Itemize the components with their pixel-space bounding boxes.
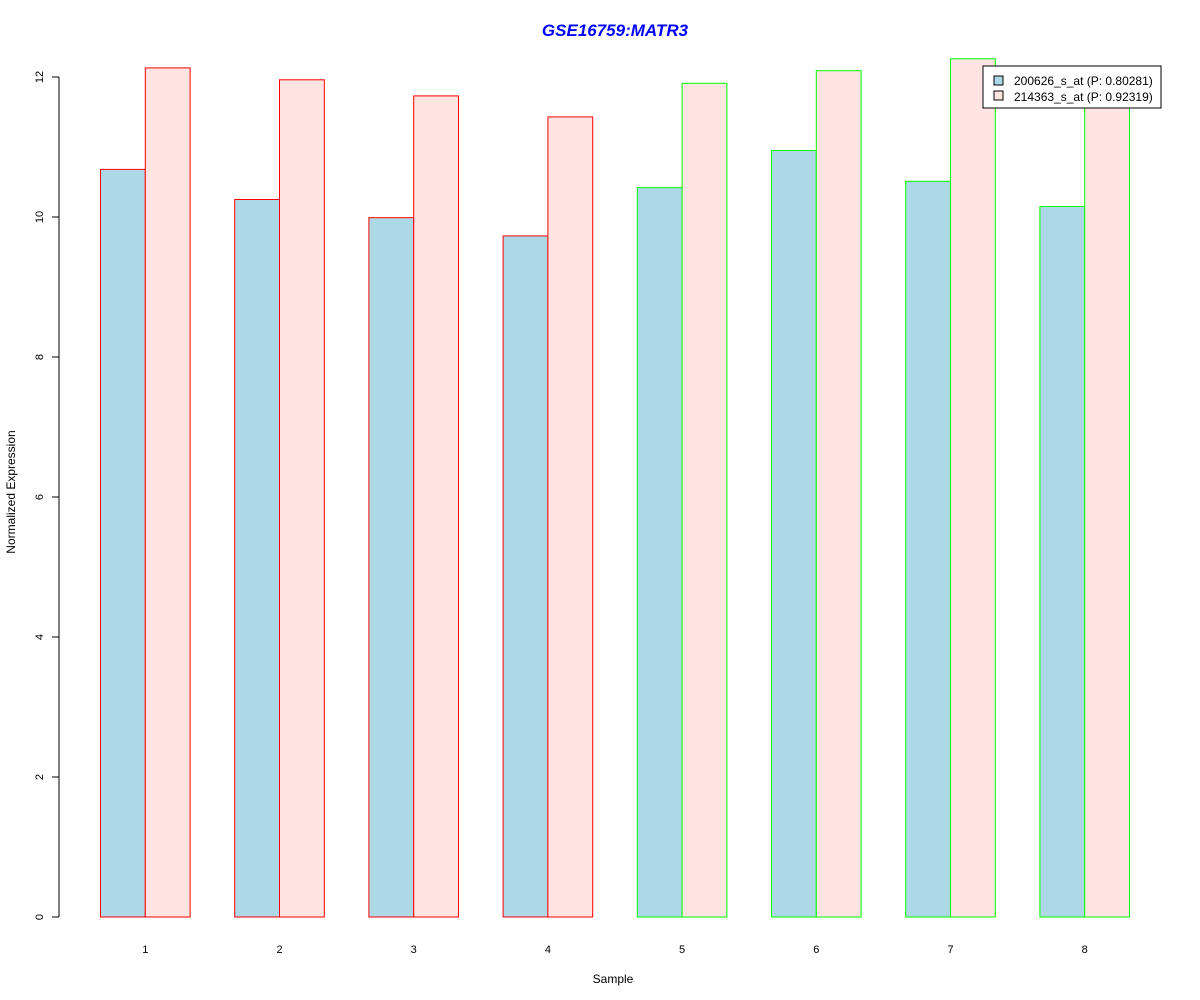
y-tick-label: 8	[34, 354, 46, 360]
bar-sample-3-series-1	[368, 217, 415, 918]
bar-sample-8-series-2	[1084, 81, 1130, 918]
legend-box	[982, 65, 1162, 109]
legend-label-series-1: 200626_s_at (P: 0.80281)	[1014, 74, 1153, 88]
x-tick-label: 6	[813, 944, 819, 956]
y-tick-label: 4	[34, 634, 46, 640]
legend-swatch-series-2	[993, 90, 1004, 101]
y-tick-label: 10	[34, 211, 46, 223]
bar-sample-5-series-2	[681, 82, 728, 918]
y-tick-label: 2	[34, 774, 46, 780]
bar-sample-1-series-2	[144, 67, 191, 918]
x-tick-labels: 1 2 3 4 5 6 7 8	[142, 944, 1088, 956]
bar-sample-4-series-1	[502, 235, 549, 918]
bar-sample-7-series-1	[905, 180, 952, 918]
x-tick-label: 1	[142, 944, 148, 956]
chart-title: GSE16759:MATR3	[542, 21, 689, 40]
bar-sample-6-series-1	[771, 150, 817, 918]
bar-sample-2-series-2	[279, 79, 325, 918]
x-tick-label: 7	[947, 944, 953, 956]
legend: 200626_s_at (P: 0.80281) 214363_s_at (P:…	[982, 65, 1162, 109]
legend-label-series-2: 214363_s_at (P: 0.92319)	[1014, 90, 1153, 104]
bar-sample-4-series-2	[547, 116, 594, 918]
bar-group	[100, 58, 1130, 918]
y-tick-label: 6	[34, 494, 46, 500]
bar-sample-5-series-1	[636, 187, 683, 918]
bar-sample-2-series-1	[234, 199, 280, 918]
y-tick-label: 12	[34, 71, 46, 83]
x-tick-label: 8	[1082, 944, 1088, 956]
y-tick-label: 0	[34, 914, 46, 920]
x-axis-label: Sample	[593, 972, 634, 986]
y-axis: 0 2 4 6 8 10 12	[34, 71, 60, 920]
bar-sample-3-series-2	[413, 95, 460, 918]
y-axis-label: Normalized Expression	[4, 430, 18, 553]
bar-sample-8-series-1	[1039, 206, 1086, 918]
bar-sample-7-series-2	[950, 58, 996, 918]
x-tick-label: 2	[276, 944, 282, 956]
x-tick-label: 5	[679, 944, 685, 956]
x-tick-label: 3	[411, 944, 417, 956]
bar-sample-6-series-2	[815, 70, 862, 918]
bar-sample-1-series-1	[100, 168, 146, 918]
legend-swatch-series-1	[993, 75, 1004, 86]
x-tick-label: 4	[545, 944, 551, 956]
